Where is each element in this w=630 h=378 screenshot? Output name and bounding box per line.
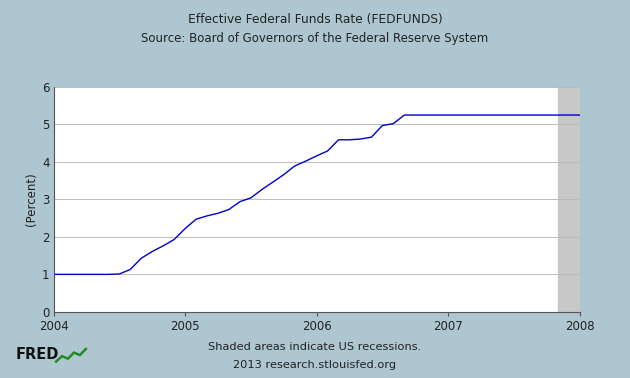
Text: FRED: FRED: [15, 347, 59, 362]
Text: Shaded areas indicate US recessions.: Shaded areas indicate US recessions.: [209, 342, 421, 352]
Text: 2013 research.stlouisfed.org: 2013 research.stlouisfed.org: [234, 360, 396, 370]
Text: Source: Board of Governors of the Federal Reserve System: Source: Board of Governors of the Federa…: [141, 32, 489, 45]
Text: Effective Federal Funds Rate (FEDFUNDS): Effective Federal Funds Rate (FEDFUNDS): [188, 13, 442, 26]
Y-axis label: (Percent): (Percent): [25, 172, 38, 226]
Bar: [558, 87, 590, 312]
